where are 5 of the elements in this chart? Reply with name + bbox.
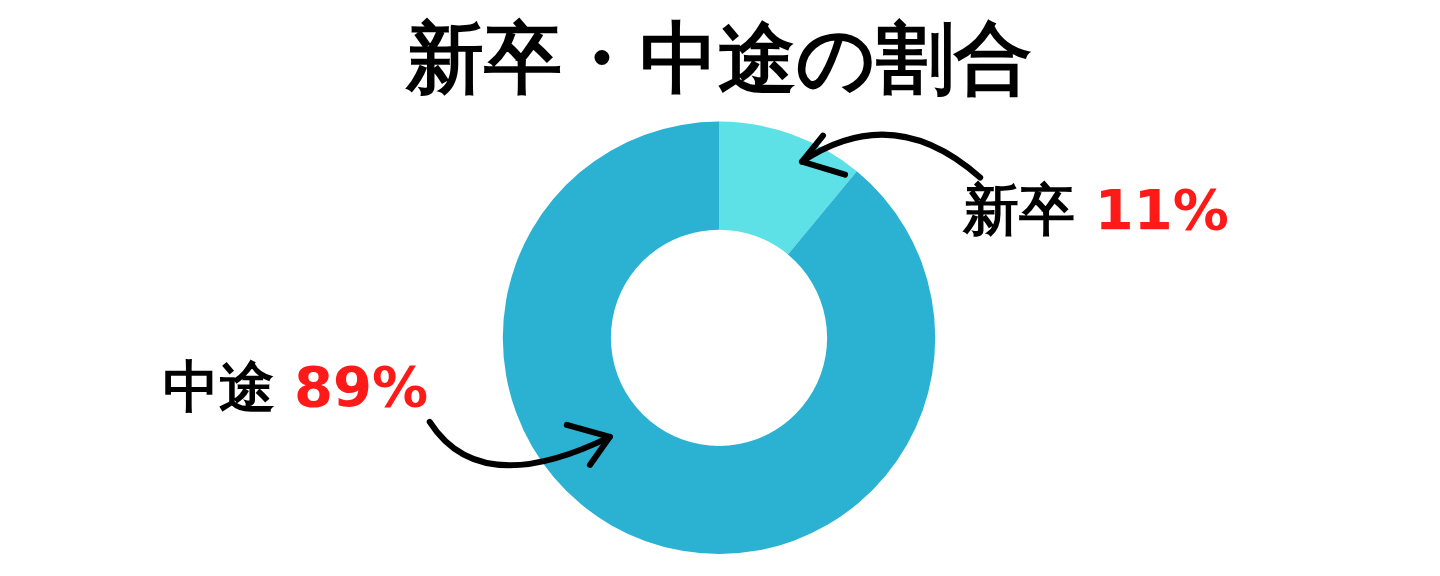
slice-label: 中途 <box>162 354 275 420</box>
data-label: 11% <box>1094 177 1229 243</box>
slice-label: 新卒 <box>962 177 1076 243</box>
chart-title: 新卒・中途の割合 <box>405 13 1032 104</box>
data-label: 89% <box>294 354 429 420</box>
